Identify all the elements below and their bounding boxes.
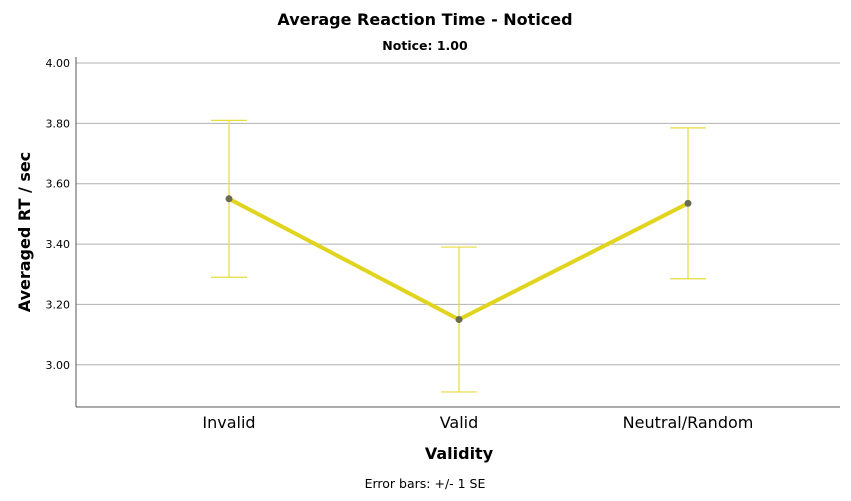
- y-tick-label: 3.80: [46, 117, 71, 130]
- error-bars: [211, 119, 706, 393]
- data-points: [225, 195, 692, 323]
- error-bar-footnote: Error bars: +/- 1 SE: [365, 476, 486, 491]
- data-point: [225, 195, 233, 203]
- x-tick-label: Invalid: [202, 413, 255, 432]
- x-tick-labels: Invalid Valid Neutral/Random: [202, 413, 753, 432]
- data-point: [684, 199, 692, 207]
- x-axis-title: Validity: [425, 444, 494, 463]
- gridlines: [76, 62, 840, 366]
- x-tick-label: Valid: [440, 413, 479, 432]
- y-tick-label: 3.40: [46, 238, 71, 251]
- y-tick-label: 3.20: [46, 298, 71, 311]
- y-tick-label: 3.60: [46, 178, 71, 191]
- x-tick-label: Neutral/Random: [623, 413, 754, 432]
- y-tick-label: 4.00: [46, 57, 71, 70]
- data-point: [455, 316, 463, 323]
- y-axis-title: Averaged RT / sec: [15, 152, 34, 312]
- y-tick-label: 3.00: [46, 359, 71, 372]
- chart-title: Average Reaction Time - Noticed: [277, 10, 572, 29]
- chart-subtitle: Notice: 1.00: [382, 38, 468, 53]
- y-tick-labels: 3.00 3.20 3.40 3.60 3.80 4.00: [46, 57, 71, 372]
